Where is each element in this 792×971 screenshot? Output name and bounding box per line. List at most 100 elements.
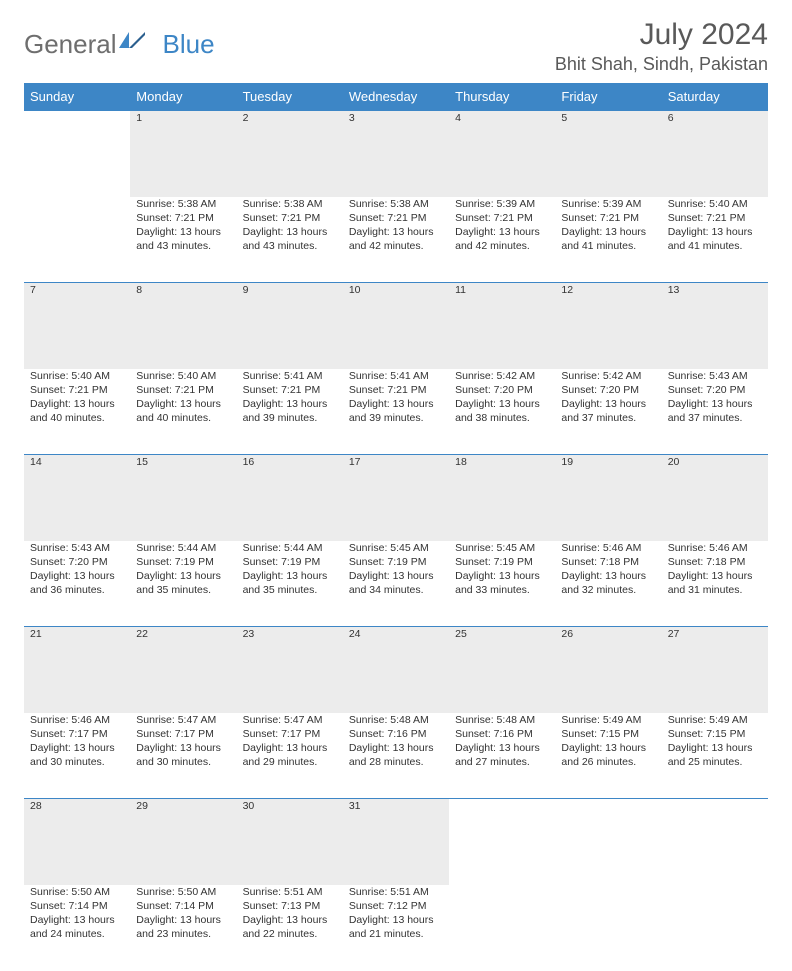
- daylight-text: Daylight: 13 hours: [349, 741, 443, 755]
- day-number-cell: 11: [449, 283, 555, 369]
- daylight-text: and 35 minutes.: [243, 583, 337, 597]
- day-cell: Sunrise: 5:41 AMSunset: 7:21 PMDaylight:…: [237, 369, 343, 455]
- weekday-header: Saturday: [662, 83, 768, 111]
- daylight-text: and 25 minutes.: [668, 755, 762, 769]
- daylight-text: and 40 minutes.: [30, 411, 124, 425]
- day-cell: [449, 885, 555, 971]
- daylight-text: Daylight: 13 hours: [349, 225, 443, 239]
- sunset-text: Sunset: 7:21 PM: [243, 383, 337, 397]
- sunrise-text: Sunrise: 5:39 AM: [455, 197, 549, 211]
- sunrise-text: Sunrise: 5:48 AM: [455, 713, 549, 727]
- daylight-text: and 41 minutes.: [668, 239, 762, 253]
- sunset-text: Sunset: 7:19 PM: [136, 555, 230, 569]
- sunrise-text: Sunrise: 5:46 AM: [561, 541, 655, 555]
- daylight-text: Daylight: 13 hours: [455, 397, 549, 411]
- day-cell: Sunrise: 5:41 AMSunset: 7:21 PMDaylight:…: [343, 369, 449, 455]
- daylight-text: Daylight: 13 hours: [30, 913, 124, 927]
- daylight-text: Daylight: 13 hours: [668, 225, 762, 239]
- daylight-text: and 41 minutes.: [561, 239, 655, 253]
- sunset-text: Sunset: 7:16 PM: [455, 727, 549, 741]
- daylight-text: Daylight: 13 hours: [455, 225, 549, 239]
- day-number-cell: 13: [662, 283, 768, 369]
- day-number-cell: 21: [24, 627, 130, 713]
- daylight-text: Daylight: 13 hours: [668, 397, 762, 411]
- weekday-header: Friday: [555, 83, 661, 111]
- day-cell: [555, 885, 661, 971]
- sunset-text: Sunset: 7:18 PM: [668, 555, 762, 569]
- location-subtitle: Bhit Shah, Sindh, Pakistan: [555, 54, 768, 75]
- day-cell: Sunrise: 5:49 AMSunset: 7:15 PMDaylight:…: [662, 713, 768, 799]
- day-number-cell: 3: [343, 111, 449, 197]
- daylight-text: Daylight: 13 hours: [349, 569, 443, 583]
- day-content-row: Sunrise: 5:40 AMSunset: 7:21 PMDaylight:…: [24, 369, 768, 455]
- day-number-cell: 30: [237, 799, 343, 885]
- day-cell: Sunrise: 5:49 AMSunset: 7:15 PMDaylight:…: [555, 713, 661, 799]
- sunrise-text: Sunrise: 5:51 AM: [349, 885, 443, 899]
- daylight-text: and 35 minutes.: [136, 583, 230, 597]
- day-cell: Sunrise: 5:43 AMSunset: 7:20 PMDaylight:…: [24, 541, 130, 627]
- sunset-text: Sunset: 7:20 PM: [30, 555, 124, 569]
- weekday-header: Thursday: [449, 83, 555, 111]
- sunrise-text: Sunrise: 5:45 AM: [349, 541, 443, 555]
- day-number-cell: 22: [130, 627, 236, 713]
- sunrise-text: Sunrise: 5:42 AM: [561, 369, 655, 383]
- day-number-cell: 8: [130, 283, 236, 369]
- sunrise-text: Sunrise: 5:45 AM: [455, 541, 549, 555]
- sunset-text: Sunset: 7:18 PM: [561, 555, 655, 569]
- day-number-cell: 20: [662, 455, 768, 541]
- sunrise-text: Sunrise: 5:42 AM: [455, 369, 549, 383]
- day-number-cell: 31: [343, 799, 449, 885]
- day-cell: Sunrise: 5:40 AMSunset: 7:21 PMDaylight:…: [662, 197, 768, 283]
- daylight-text: and 43 minutes.: [136, 239, 230, 253]
- sunrise-text: Sunrise: 5:38 AM: [136, 197, 230, 211]
- day-number-cell: 6: [662, 111, 768, 197]
- day-number-cell: 2: [237, 111, 343, 197]
- daylight-text: and 30 minutes.: [30, 755, 124, 769]
- daylight-text: Daylight: 13 hours: [349, 913, 443, 927]
- sunset-text: Sunset: 7:19 PM: [243, 555, 337, 569]
- day-number-row: 123456: [24, 111, 768, 197]
- day-cell: Sunrise: 5:46 AMSunset: 7:18 PMDaylight:…: [662, 541, 768, 627]
- brand-logo: General Blue: [24, 24, 215, 65]
- daylight-text: and 37 minutes.: [668, 411, 762, 425]
- day-number-cell: 5: [555, 111, 661, 197]
- daylight-text: Daylight: 13 hours: [136, 397, 230, 411]
- daylight-text: Daylight: 13 hours: [30, 569, 124, 583]
- sunrise-text: Sunrise: 5:49 AM: [561, 713, 655, 727]
- day-cell: Sunrise: 5:39 AMSunset: 7:21 PMDaylight:…: [449, 197, 555, 283]
- day-content-row: Sunrise: 5:38 AMSunset: 7:21 PMDaylight:…: [24, 197, 768, 283]
- day-cell: Sunrise: 5:44 AMSunset: 7:19 PMDaylight:…: [237, 541, 343, 627]
- daylight-text: and 24 minutes.: [30, 927, 124, 941]
- sunrise-text: Sunrise: 5:50 AM: [136, 885, 230, 899]
- day-number-cell: 24: [343, 627, 449, 713]
- sunset-text: Sunset: 7:21 PM: [455, 211, 549, 225]
- day-cell: [662, 885, 768, 971]
- day-number-cell: 1: [130, 111, 236, 197]
- sunset-text: Sunset: 7:14 PM: [30, 899, 124, 913]
- sunrise-text: Sunrise: 5:38 AM: [349, 197, 443, 211]
- day-content-row: Sunrise: 5:50 AMSunset: 7:14 PMDaylight:…: [24, 885, 768, 971]
- weekday-header: Monday: [130, 83, 236, 111]
- sunset-text: Sunset: 7:14 PM: [136, 899, 230, 913]
- sunset-text: Sunset: 7:20 PM: [561, 383, 655, 397]
- day-cell: Sunrise: 5:50 AMSunset: 7:14 PMDaylight:…: [130, 885, 236, 971]
- daylight-text: and 27 minutes.: [455, 755, 549, 769]
- daylight-text: and 39 minutes.: [349, 411, 443, 425]
- day-number-cell: 28: [24, 799, 130, 885]
- sunrise-text: Sunrise: 5:43 AM: [668, 369, 762, 383]
- day-cell: Sunrise: 5:46 AMSunset: 7:17 PMDaylight:…: [24, 713, 130, 799]
- daylight-text: Daylight: 13 hours: [136, 913, 230, 927]
- sunrise-text: Sunrise: 5:41 AM: [349, 369, 443, 383]
- sunrise-text: Sunrise: 5:50 AM: [30, 885, 124, 899]
- daylight-text: and 21 minutes.: [349, 927, 443, 941]
- sunset-text: Sunset: 7:21 PM: [136, 383, 230, 397]
- daylight-text: Daylight: 13 hours: [561, 569, 655, 583]
- daylight-text: and 33 minutes.: [455, 583, 549, 597]
- calendar-table: SundayMondayTuesdayWednesdayThursdayFrid…: [24, 83, 768, 971]
- daylight-text: and 28 minutes.: [349, 755, 443, 769]
- sunrise-text: Sunrise: 5:47 AM: [136, 713, 230, 727]
- sunrise-text: Sunrise: 5:48 AM: [349, 713, 443, 727]
- daylight-text: Daylight: 13 hours: [455, 741, 549, 755]
- calendar-page: General Blue July 2024 Bhit Shah, Sindh,…: [0, 0, 792, 612]
- day-number-cell: 9: [237, 283, 343, 369]
